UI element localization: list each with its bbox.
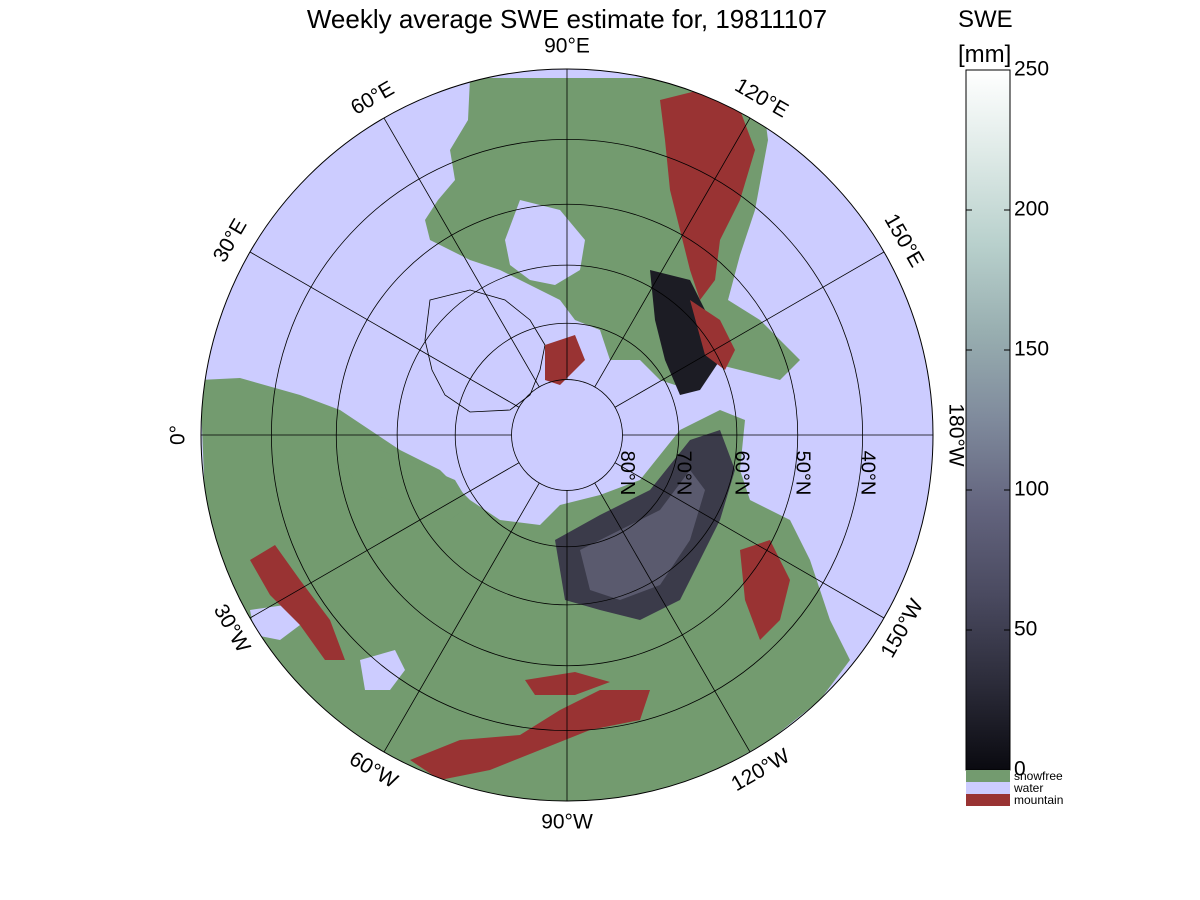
colorbar-tick-label: 100 xyxy=(1014,478,1049,501)
latitude-label: 40°N xyxy=(856,451,878,496)
meridian-line xyxy=(594,482,751,753)
latitude-label: 50°N xyxy=(791,451,813,496)
longitude-label: 0° xyxy=(167,425,190,445)
meridian-line xyxy=(614,462,885,619)
colorbar-title-swe: SWE xyxy=(958,6,1013,33)
colorbar-category-label: mountain xyxy=(1014,793,1063,807)
latitude-labels: 80°N 70°N 60°N 50°N 40°N xyxy=(616,451,878,496)
lake-caspian xyxy=(360,650,405,690)
meridian-line xyxy=(383,482,540,753)
mountain-greenland-east xyxy=(545,335,585,385)
lake-black-sea xyxy=(250,605,300,640)
colorbar-category-label: snowfree xyxy=(1014,769,1063,783)
colorbar-category-swatch xyxy=(966,782,1010,794)
greenland xyxy=(424,289,546,413)
mountain-east-asia xyxy=(740,540,790,640)
colorbar-tick-label: 250 xyxy=(1014,58,1049,81)
longitude-label: 90°W xyxy=(541,811,593,834)
mountain-caucasus xyxy=(525,672,610,695)
mountain-europe xyxy=(250,545,345,660)
colorbar-category-swatch xyxy=(966,770,1010,782)
graticule xyxy=(201,69,933,801)
meridian-line xyxy=(249,462,520,619)
latitude-label: 80°N xyxy=(616,451,638,496)
longitude-label: 30°E xyxy=(209,215,252,266)
mountain-himalaya xyxy=(410,690,650,780)
meridian-line xyxy=(614,251,885,408)
snow-siberia-core xyxy=(580,470,705,600)
map-border xyxy=(200,68,934,802)
colorbar-title-unit: [mm] xyxy=(958,41,1011,68)
colorbar-gradient xyxy=(965,69,1011,771)
map-title: Weekly average SWE estimate for, 1981110… xyxy=(306,4,828,34)
snow-canada xyxy=(650,270,720,395)
colorbar-tick-label: 50 xyxy=(1014,618,1037,641)
colorbar-category-label: water xyxy=(1013,781,1043,795)
colorbar-tick-label: 150 xyxy=(1014,338,1049,361)
colorbar-tick-label: 0 xyxy=(1014,758,1026,781)
colorbar-category-swatch xyxy=(966,794,1010,806)
meridian-line xyxy=(594,117,751,388)
latitude-label: 60°N xyxy=(731,451,753,496)
longitude-label: 60°E xyxy=(347,77,398,120)
meridian-line xyxy=(249,251,520,408)
colorbar-ticks: 0 50 100 150 200 250 xyxy=(966,58,1049,781)
mountain-rockies xyxy=(660,90,755,300)
mountain-rockies-south xyxy=(690,300,735,370)
longitude-label: 90°E xyxy=(544,35,590,58)
hudson-bay xyxy=(505,200,585,285)
latitude-label: 70°N xyxy=(672,451,694,496)
longitude-label: 180°W xyxy=(944,403,967,466)
colorbar-tick-label: 200 xyxy=(1014,198,1049,221)
meridian-line xyxy=(383,117,540,388)
